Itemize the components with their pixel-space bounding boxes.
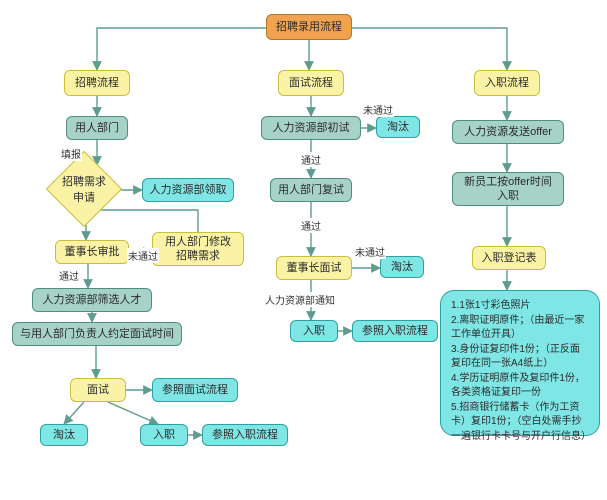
- node-iv_head: 面试流程: [278, 70, 344, 96]
- node-chair_review: 董事长审批: [55, 240, 129, 264]
- doc-note-line: 4.学历证明原件及复印件1份，各类资格证复印一份: [451, 372, 589, 401]
- node-dept: 用人部门: [66, 116, 128, 140]
- node-ob_head: 入职流程: [474, 70, 540, 96]
- node-reg_form: 入职登记表: [472, 246, 546, 270]
- node-goto_onboard2: 参照入职流程: [352, 320, 438, 342]
- onboard-doc-note: 1.1张1寸彩色照片2.离职证明原件；（由最近一家工作单位开具）3.身份证复印件…: [440, 290, 600, 436]
- node-hr_collect: 人力资源部领取: [142, 178, 234, 202]
- flow-edge: [352, 28, 507, 70]
- flow-edge: [108, 402, 158, 424]
- flow-edge: [64, 402, 84, 424]
- node-hire1: 入职: [140, 424, 188, 446]
- node-new_emp: 新员工按offer时间 入职: [452, 172, 564, 206]
- node-goto_onboard1: 参照入职流程: [202, 424, 288, 446]
- node-goto_interview: 参照面试流程: [152, 378, 238, 402]
- node-root: 招聘录用流程: [266, 14, 352, 40]
- doc-note-line: 3.身份证复印件1份；（正反面复印在同一张A4纸上）: [451, 343, 589, 372]
- node-arrange_time: 与用人部门负责人约定面试时间: [12, 322, 182, 346]
- node-hire2: 入职: [290, 320, 338, 342]
- node-dept_second: 用人部门复试: [270, 178, 352, 202]
- edge-label-second_pass: 通过: [300, 218, 322, 233]
- node-dept_modify: 用人部门修改 招聘需求: [152, 232, 244, 266]
- edge-label-rev_pass: 通过: [58, 268, 80, 283]
- edge-label-chair_fail: 未通过: [354, 244, 386, 259]
- node-hr_first: 人力资源部初试: [261, 116, 361, 140]
- edge-label-hr_notify: 人力资源部通知: [264, 292, 336, 307]
- edge-label-first_pass: 通过: [300, 152, 322, 167]
- node-label-need_request: 招聘需求申请: [57, 162, 111, 216]
- doc-note-line: 5.招商银行储蓄卡（作为工资卡）复印1份；（空白处需手抄一遍银行卡卡号与开户行信…: [451, 401, 589, 445]
- node-elim2: 淘汰: [376, 116, 420, 138]
- edge-label-fill_form: 填报: [60, 146, 82, 161]
- node-hr_screen: 人力资源部筛选人才: [32, 288, 152, 312]
- doc-note-line: 1.1张1寸彩色照片: [451, 299, 589, 314]
- node-need_request: 招聘需求申请: [57, 162, 111, 216]
- edge-label-rev_fail: 未通过: [127, 248, 159, 263]
- node-hr_offer: 人力资源发送offer: [452, 120, 564, 144]
- node-elim1: 淘汰: [40, 424, 88, 446]
- node-elim3: 淘汰: [380, 256, 424, 278]
- edge-label-first_fail: 未通过: [362, 102, 394, 117]
- node-recruit_head: 招聘流程: [64, 70, 130, 96]
- node-chair_iv: 董事长面试: [276, 256, 352, 280]
- flow-edge: [97, 28, 266, 70]
- node-interview: 面试: [70, 378, 126, 402]
- doc-note-line: 2.离职证明原件；（由最近一家工作单位开具）: [451, 314, 589, 343]
